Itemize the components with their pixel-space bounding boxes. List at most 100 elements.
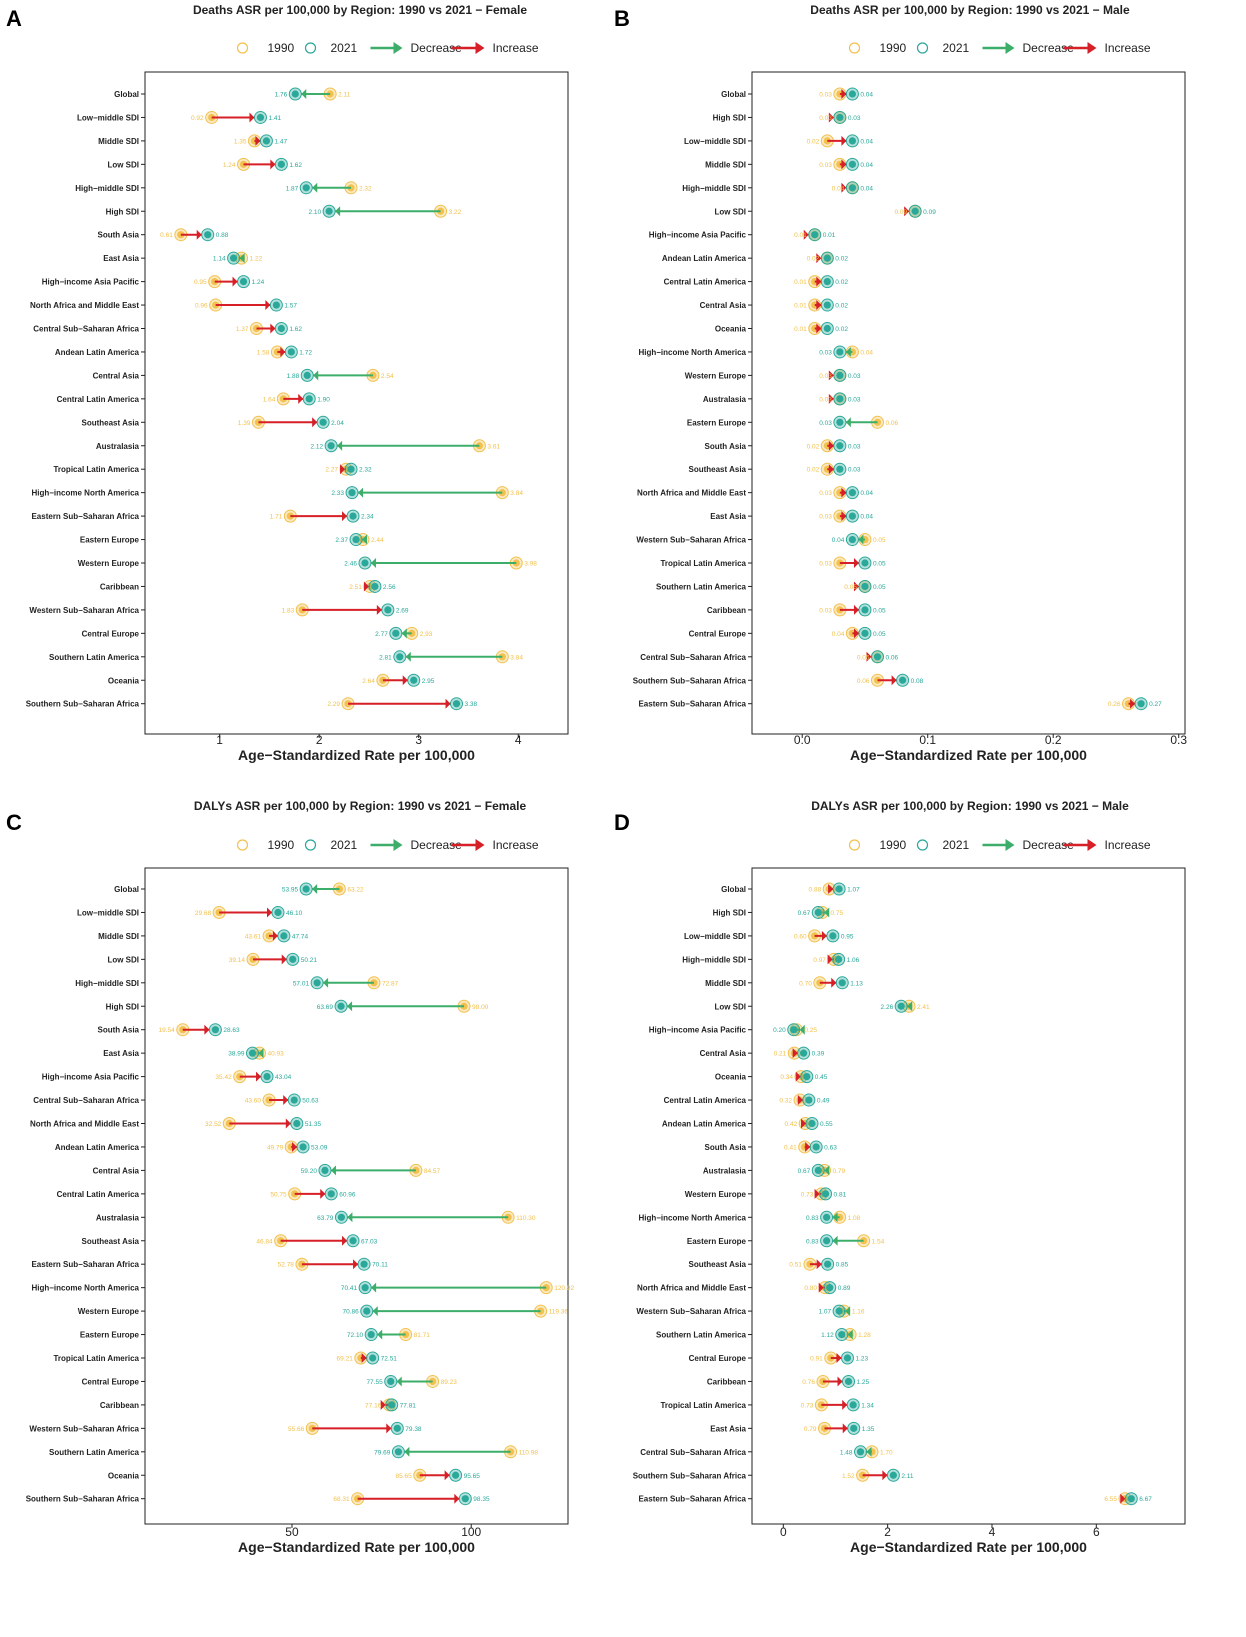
value-label-1990: 3.22 xyxy=(449,209,462,216)
value-label-2021: 2.46 xyxy=(344,561,357,568)
point-2021-core xyxy=(911,207,919,215)
point-2021-core xyxy=(363,1307,371,1315)
data-row: Western Sub−Saharan Africa 0.04 0.05 xyxy=(636,533,886,547)
value-label-2021: 0.04 xyxy=(860,514,873,521)
point-2021-core xyxy=(388,1401,396,1409)
value-label-2021: 0.88 xyxy=(216,232,229,239)
change-arrowhead xyxy=(232,276,238,287)
value-label-1990: 0.76 xyxy=(802,1379,815,1386)
data-row: Central Europe 2.77 2.93 xyxy=(82,626,433,640)
region-label: High−income North America xyxy=(31,489,139,498)
point-1990-core xyxy=(212,301,220,309)
panel-letter: B xyxy=(614,6,630,31)
value-label-2021: 0.02 xyxy=(835,256,848,263)
region-label: Global xyxy=(721,90,746,99)
point-2021-core xyxy=(239,278,248,286)
value-label-1990: 0.92 xyxy=(191,115,204,122)
value-label-2021: 53.95 xyxy=(282,887,299,894)
point-1990-core xyxy=(542,1284,550,1292)
point-1990-core xyxy=(208,113,216,122)
value-label-2021: 0.04 xyxy=(860,162,873,169)
change-arrowhead xyxy=(816,276,822,287)
change-arrowhead xyxy=(323,977,329,988)
value-label-1990: 29.68 xyxy=(195,910,212,917)
value-label-2021: 72.10 xyxy=(347,1332,364,1339)
plot-frame xyxy=(751,867,1186,1525)
data-row: Eastern Europe 2.37 2.44 xyxy=(80,533,384,547)
point-2021-core xyxy=(302,184,310,192)
value-label-2021: 1.62 xyxy=(289,326,302,333)
change-arrowhead xyxy=(1130,698,1136,709)
point-2021-core xyxy=(272,301,280,309)
legend: 1990 2021 Decrease Increase xyxy=(848,41,1151,55)
change-arrowhead xyxy=(866,1446,872,1457)
point-2021-core xyxy=(823,254,831,262)
change-arrowhead xyxy=(454,1493,460,1504)
change-arrowhead xyxy=(196,229,202,240)
data-row: Caribbean 77.16 77.81 xyxy=(100,1398,416,1412)
data-row: Central Asia 1.88 2.54 xyxy=(93,368,394,382)
value-label-2021: 1.76 xyxy=(275,92,288,99)
data-row: Southern Latin America 0.05 0.05 xyxy=(656,579,886,593)
region-label: Central Latin America xyxy=(664,1096,747,1105)
region-label: Southeast Asia xyxy=(689,1260,747,1269)
region-label: North Africa and Middle East xyxy=(30,1120,139,1129)
data-row: Oceania 2.64 2.95 xyxy=(108,673,435,687)
change-arrowhead xyxy=(292,1141,298,1152)
data-row: Oceania 85.65 95.65 xyxy=(108,1468,480,1482)
value-label-1990: 0.75 xyxy=(830,910,843,917)
point-2021-core xyxy=(349,512,357,520)
value-label-2021: 0.85 xyxy=(836,1262,849,1269)
point-2021-core xyxy=(248,1049,257,1057)
legend-label-decrease: Decrease xyxy=(411,41,463,55)
value-label-2021: 0.03 xyxy=(819,349,832,356)
x-tick-label: 0.3 xyxy=(1170,733,1187,747)
point-2021-core xyxy=(1127,1495,1135,1503)
data-row: Middle SDI 43.61 47.74 xyxy=(98,929,309,943)
data-row: East Asia 1.14 1.22 xyxy=(103,251,263,265)
value-label-1990: 98.00 xyxy=(472,1004,489,1011)
point-2021-core xyxy=(204,231,212,239)
region-label: Western Sub−Saharan Africa xyxy=(636,1307,746,1316)
region-label: Oceania xyxy=(108,1471,140,1480)
change-arrowhead xyxy=(841,89,847,99)
legend-marker-2021 xyxy=(916,42,929,54)
value-label-2021: 2.81 xyxy=(379,654,392,661)
data-row: Southern Latin America 1.12 1.28 xyxy=(656,1328,871,1342)
x-tick-label: 2 xyxy=(884,1525,891,1539)
point-2021-core xyxy=(814,908,822,917)
value-label-1990: 1.22 xyxy=(250,256,263,263)
data-row: Global 0.88 1.07 xyxy=(721,882,860,896)
legend-decrease-arrowhead xyxy=(1005,42,1015,54)
region-label: Western Europe xyxy=(78,559,140,568)
change-arrowhead xyxy=(828,884,834,894)
value-label-1990: 110.30 xyxy=(516,1215,536,1222)
point-2021-core xyxy=(823,301,831,309)
region-label: Global xyxy=(114,885,139,894)
panel-letter: C xyxy=(6,810,22,835)
value-label-2021: 1.23 xyxy=(855,1356,868,1363)
value-label-1990: 0.03 xyxy=(819,561,832,568)
region-label: Central Europe xyxy=(82,629,140,638)
point-2021-core xyxy=(848,137,857,145)
panel-letter: A xyxy=(6,6,22,31)
value-label-2021: 50.63 xyxy=(302,1098,319,1105)
region-label: Eastern Europe xyxy=(80,536,140,545)
value-label-2021: 0.45 xyxy=(815,1074,828,1081)
value-label-1990: 0.42 xyxy=(785,1121,798,1128)
x-tick-label: 1 xyxy=(216,733,223,747)
value-label-1990: 0.61 xyxy=(160,232,173,239)
value-label-1990: 0.32 xyxy=(779,1098,792,1105)
value-label-1990: 43.61 xyxy=(245,933,262,940)
data-row: Low−middle SDI 0.02 0.04 xyxy=(684,134,873,148)
change-arrowhead xyxy=(1120,1493,1126,1504)
value-label-1990: 0.01 xyxy=(794,303,807,310)
value-label-2021: 0.83 xyxy=(806,1215,819,1222)
data-row: Central Europe 77.55 89.23 xyxy=(82,1374,457,1388)
data-row: South Asia 0.61 0.88 xyxy=(98,228,229,242)
data-row: Low−middle SDI 0.92 1.41 xyxy=(77,110,281,124)
region-label: Southern Sub−Saharan Africa xyxy=(26,1495,140,1504)
point-2021-core xyxy=(280,932,288,940)
value-label-1990: 63.22 xyxy=(347,887,364,894)
